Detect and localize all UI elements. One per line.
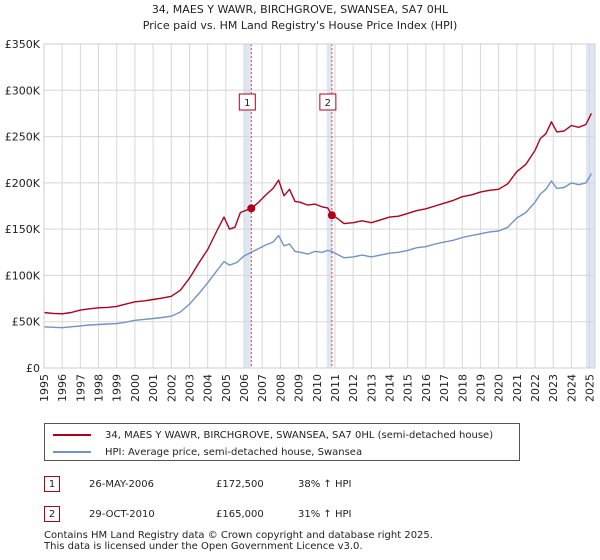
sale-point — [327, 211, 336, 220]
x-tick-label: 2017 — [438, 374, 451, 402]
shaded-band — [326, 44, 332, 368]
attribution-footer: Contains HM Land Registry data © Crown c… — [44, 530, 433, 552]
y-tick-label: £200K — [5, 177, 41, 190]
x-tick-label: 2008 — [274, 374, 287, 402]
sale-point — [247, 204, 256, 213]
x-tick-label: 2002 — [165, 374, 178, 402]
y-tick-label: £300K — [5, 84, 41, 97]
sale-row-1: 1 26-MAY-2006 £172,500 38% ↑ HPI — [44, 474, 444, 494]
y-tick-label: £0 — [26, 362, 40, 375]
y-tick-label: £350K — [5, 38, 41, 51]
x-tick-label: 2004 — [202, 374, 215, 402]
x-tick-label: 2020 — [493, 374, 506, 402]
legend-swatch-hpi — [53, 451, 91, 453]
sale-number-badge: 1 — [44, 476, 60, 492]
x-tick-label: 2011 — [329, 374, 342, 402]
chart-subtitle: Price paid vs. HM Land Registry's House … — [143, 19, 458, 32]
x-tick-label: 2024 — [565, 374, 578, 402]
x-tick-label: 2005 — [220, 374, 233, 402]
shaded-band — [585, 44, 595, 368]
plot-frame — [43, 43, 596, 369]
x-tick-label: 2022 — [529, 374, 542, 402]
x-tick-label: 2010 — [311, 374, 324, 402]
sale-date: 26-MAY-2006 — [89, 478, 155, 490]
x-tick-label: 2003 — [183, 374, 196, 402]
sale-label-number: 2 — [325, 98, 331, 109]
legend-label-hpi: HPI: Average price, semi-detached house,… — [105, 446, 363, 458]
series-line-property — [43, 113, 593, 315]
x-tick-label: 2016 — [420, 374, 433, 402]
footer-copyright: Contains HM Land Registry data © Crown c… — [44, 530, 433, 541]
x-tick-label: 2012 — [347, 374, 360, 402]
x-tick-label: 2007 — [256, 374, 269, 402]
legend-item-hpi: HPI: Average price, semi-detached house,… — [53, 444, 362, 460]
x-tick-label: 1995 — [38, 374, 51, 402]
x-tick-label: 1999 — [111, 374, 124, 402]
x-tick-label: 2009 — [293, 374, 306, 402]
sale-label-box — [319, 93, 337, 111]
x-tick-label: 2013 — [365, 374, 378, 402]
sale-date: 29-OCT-2010 — [89, 508, 155, 520]
x-tick-label: 2000 — [129, 374, 142, 402]
x-tick-label: 2025 — [584, 374, 597, 402]
sale-price: £165,000 — [216, 508, 264, 520]
x-tick-label: 2014 — [384, 374, 397, 402]
y-tick-label: £50K — [12, 316, 41, 329]
x-tick-label: 2018 — [456, 374, 469, 402]
sale-label-box — [238, 93, 256, 111]
chart-title: 34, MAES Y WAWR, BIRCHGROVE, SWANSEA, SA… — [152, 3, 449, 16]
chart-legend: 34, MAES Y WAWR, BIRCHGROVE, SWANSEA, SA… — [44, 423, 520, 461]
x-tick-label: 2001 — [147, 374, 160, 402]
sale-label-number: 1 — [244, 98, 250, 109]
legend-swatch-property — [53, 434, 91, 436]
x-tick-label: 2021 — [511, 374, 524, 402]
footer-license: This data is licensed under the Open Gov… — [44, 541, 363, 552]
sale-price: £172,500 — [216, 478, 264, 490]
legend-item-property: 34, MAES Y WAWR, BIRCHGROVE, SWANSEA, SA… — [53, 427, 493, 443]
y-tick-label: £250K — [5, 131, 41, 144]
x-tick-label: 1998 — [93, 374, 106, 402]
x-tick-label: 2023 — [547, 374, 560, 402]
legend-label-property: 34, MAES Y WAWR, BIRCHGROVE, SWANSEA, SA… — [105, 429, 494, 441]
sale-hpi-change: 38% ↑ HPI — [298, 478, 352, 490]
y-tick-label: £150K — [5, 223, 41, 236]
x-tick-label: 2006 — [238, 374, 251, 402]
shaded-band — [244, 44, 252, 368]
price-chart: 34, MAES Y WAWR, BIRCHGROVE, SWANSEA, SA… — [5, 3, 597, 402]
y-tick-label: £100K — [5, 269, 41, 282]
x-tick-label: 1997 — [74, 374, 87, 402]
sale-row-2: 2 29-OCT-2010 £165,000 31% ↑ HPI — [44, 504, 444, 524]
x-tick-label: 2019 — [474, 374, 487, 402]
x-tick-label: 2015 — [402, 374, 415, 402]
sale-hpi-change: 31% ↑ HPI — [298, 508, 352, 520]
sale-number-badge: 2 — [44, 506, 60, 522]
series-line-hpi — [43, 173, 593, 329]
x-tick-label: 1996 — [56, 374, 69, 402]
